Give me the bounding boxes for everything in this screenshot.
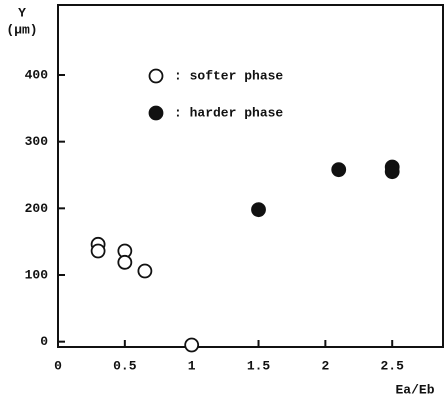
x-axis-label: Ea/Eb (395, 382, 434, 397)
point (90, 243, 106, 259)
y-tick-label: 200 (25, 201, 49, 216)
legend-label: : softer phase (174, 68, 283, 83)
legend-marker (148, 68, 164, 84)
point (137, 263, 153, 279)
y-axis-unit: (µm) (6, 22, 37, 37)
x-tick-label: 0.5 (113, 358, 137, 373)
x-tick-label: 0 (54, 358, 62, 373)
point (384, 164, 400, 180)
legend-marker (148, 105, 164, 121)
y-axis-label: Y (18, 5, 26, 20)
point (184, 337, 200, 353)
y-tick-label: 300 (25, 134, 49, 149)
y-tick-label: 0 (40, 334, 48, 349)
point (331, 162, 347, 178)
y-tick-label: 400 (25, 67, 49, 82)
x-tick-label: 2 (321, 358, 329, 373)
point (251, 202, 266, 218)
plot-frame (57, 4, 444, 348)
x-tick-label: 1.5 (247, 358, 271, 373)
legend-label: : harder phase (174, 105, 283, 120)
y-tick-label: 100 (25, 267, 49, 282)
x-tick-label: 2.5 (380, 358, 404, 373)
x-tick-label: 1 (188, 358, 196, 373)
point (117, 254, 133, 270)
